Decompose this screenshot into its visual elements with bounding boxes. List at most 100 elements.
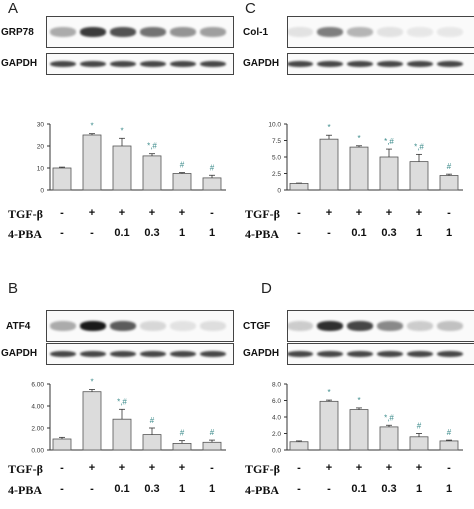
y-tick-label: 0.00 bbox=[31, 448, 44, 455]
tgf-condition-cell: + bbox=[385, 207, 393, 219]
blot-band bbox=[347, 60, 373, 68]
blot-band bbox=[377, 27, 403, 37]
western-blot-target bbox=[287, 16, 474, 48]
significance-marker: *,# bbox=[384, 413, 394, 422]
bar bbox=[379, 156, 399, 191]
protein-label: GRP78 bbox=[1, 27, 34, 38]
blot-band bbox=[50, 350, 76, 358]
bar bbox=[202, 441, 222, 451]
y-tick-label: 8.0 bbox=[272, 382, 281, 389]
pba-condition-cell: 0.3 bbox=[144, 227, 160, 239]
significance-marker: * bbox=[327, 388, 330, 397]
significance-marker: * bbox=[357, 396, 360, 405]
tgf-label: TGF-β bbox=[245, 462, 280, 476]
tgf-condition-cell: - bbox=[60, 207, 64, 219]
y-tick-label: 2.5 bbox=[272, 171, 281, 178]
pba-condition-cell: 0.1 bbox=[114, 227, 130, 239]
tgf-condition-cell: + bbox=[355, 207, 363, 219]
bar-chart: 0 2.5 5.0 7.5 10.0 * * *,# *,# # bbox=[268, 122, 463, 195]
pba-condition-cell: 1 bbox=[208, 483, 216, 495]
bar bbox=[142, 155, 162, 191]
panel-letter: A bbox=[8, 0, 19, 17]
pba-condition-cell: - bbox=[297, 483, 301, 495]
tgf-condition-cell: + bbox=[355, 462, 363, 474]
blot-band bbox=[437, 350, 463, 358]
blot-band bbox=[437, 60, 463, 68]
bar bbox=[52, 167, 72, 191]
bar bbox=[82, 391, 102, 451]
y-tick-label: 5.0 bbox=[272, 155, 281, 162]
pba-label: 4-PBA bbox=[245, 227, 279, 241]
blot-band bbox=[140, 27, 166, 37]
pba-condition-cell: - bbox=[60, 227, 64, 239]
western-blot-gapdh bbox=[46, 53, 234, 75]
blot-band bbox=[407, 350, 433, 358]
significance-marker: * bbox=[327, 123, 330, 132]
tgf-label: TGF-β bbox=[245, 207, 280, 221]
blot-band bbox=[50, 321, 76, 331]
panel-a: A GRP78 GAPDH 0 10 20 30 * * *,# # # TGF-β 4-PBA… bbox=[0, 0, 237, 254]
blot-band bbox=[347, 350, 373, 358]
tgf-condition-cell: + bbox=[178, 207, 186, 219]
bar bbox=[439, 175, 459, 191]
bar bbox=[202, 177, 222, 191]
bar bbox=[172, 443, 192, 451]
significance-marker: # bbox=[210, 163, 215, 172]
bar bbox=[409, 436, 429, 451]
pba-condition-cell: 0.3 bbox=[381, 483, 397, 495]
protein-label: CTGF bbox=[243, 321, 271, 332]
tgf-condition-cell: + bbox=[148, 207, 156, 219]
significance-marker: # bbox=[180, 429, 185, 438]
pba-condition-cell: 1 bbox=[178, 483, 186, 495]
y-tick-label: 10.0 bbox=[268, 122, 281, 129]
western-blot-target bbox=[46, 16, 234, 48]
bar bbox=[289, 441, 309, 451]
y-tick-label: 20 bbox=[37, 144, 45, 151]
blot-band bbox=[80, 60, 106, 68]
blot-band bbox=[140, 60, 166, 68]
tgf-condition-cell: + bbox=[88, 207, 96, 219]
tgf-condition-cell: - bbox=[447, 207, 451, 219]
tgf-label: TGF-β bbox=[8, 207, 43, 221]
significance-marker: # bbox=[447, 162, 452, 171]
tgf-condition-cell: - bbox=[210, 462, 214, 474]
significance-marker: * bbox=[357, 134, 360, 143]
significance-marker: *,# bbox=[384, 137, 394, 146]
pba-condition-cell: - bbox=[60, 483, 64, 495]
pba-condition-cell: 1 bbox=[415, 483, 423, 495]
blot-band bbox=[288, 60, 313, 68]
significance-marker: # bbox=[447, 428, 452, 437]
pba-condition-cell: - bbox=[327, 227, 331, 239]
y-tick-label: 2.00 bbox=[31, 426, 44, 433]
blot-band bbox=[80, 350, 106, 358]
blot-band bbox=[347, 27, 373, 37]
blot-band bbox=[347, 321, 373, 331]
bar bbox=[82, 134, 102, 191]
protein-label: Col-1 bbox=[243, 27, 268, 38]
bar-chart: 0 10 20 30 * * *,# # # bbox=[37, 122, 226, 195]
panel-letter: D bbox=[261, 280, 272, 297]
loading-control-label: GAPDH bbox=[243, 348, 280, 359]
significance-marker: # bbox=[210, 428, 215, 437]
blot-band bbox=[50, 27, 76, 37]
blot-band bbox=[407, 27, 433, 37]
blot-band bbox=[407, 60, 433, 68]
pba-condition-cell: 1 bbox=[208, 227, 216, 239]
tgf-label: TGF-β bbox=[8, 462, 43, 476]
blot-band bbox=[50, 60, 76, 68]
tgf-condition-cell: - bbox=[297, 207, 301, 219]
bar bbox=[112, 418, 132, 451]
y-tick-label: 0 bbox=[277, 188, 281, 195]
blot-band bbox=[110, 27, 136, 37]
pba-condition-cell: 0.3 bbox=[144, 483, 160, 495]
pba-condition-cell: 0.1 bbox=[114, 483, 130, 495]
tgf-condition-cell: + bbox=[385, 462, 393, 474]
significance-marker: * bbox=[90, 122, 93, 131]
tgf-condition-cell: - bbox=[447, 462, 451, 474]
bar-chart: 0.00 2.00 4.00 6.00 * *,# # # # bbox=[31, 378, 226, 455]
loading-control-label: GAPDH bbox=[243, 58, 280, 69]
bar bbox=[379, 426, 399, 451]
bar bbox=[289, 183, 309, 191]
significance-marker: # bbox=[150, 416, 155, 425]
bar bbox=[142, 434, 162, 451]
